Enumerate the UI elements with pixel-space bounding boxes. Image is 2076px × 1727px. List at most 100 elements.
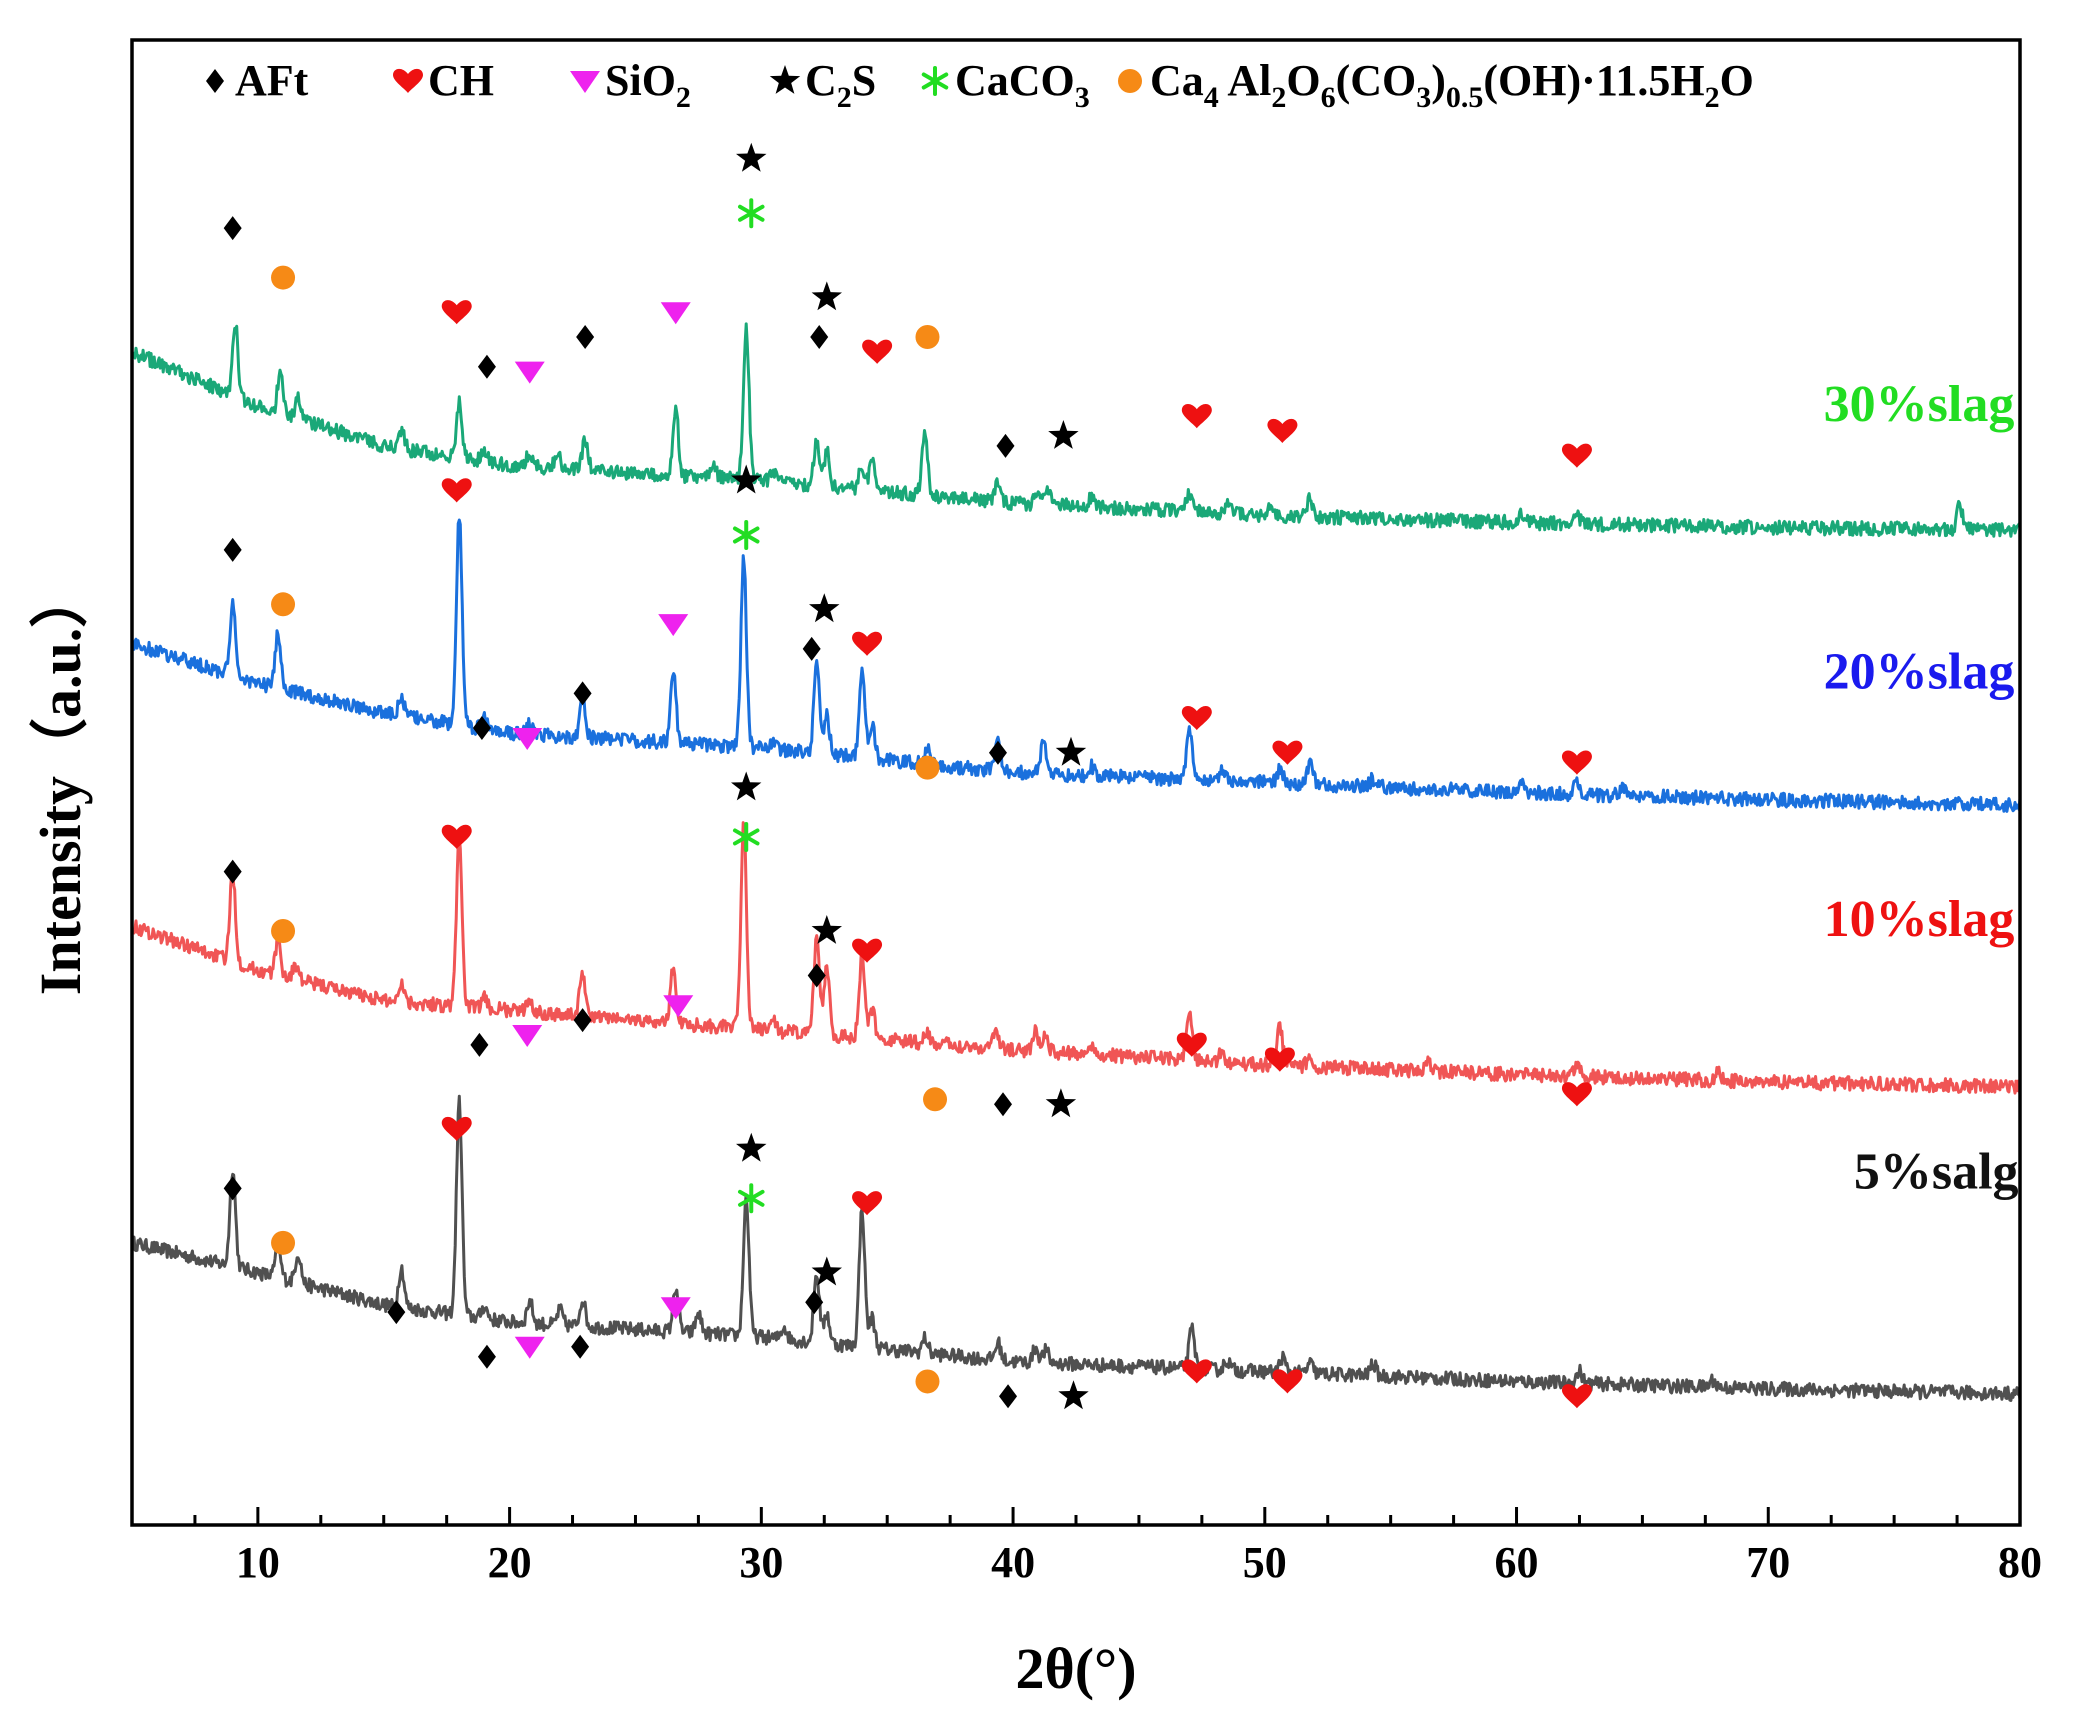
star-marker	[731, 464, 762, 494]
asterisk-marker	[738, 1183, 765, 1214]
asterisk-marker	[732, 520, 760, 550]
x-tick-label: 50	[1243, 1538, 1287, 1587]
diamond-marker	[810, 325, 829, 349]
heart-marker	[441, 1116, 472, 1141]
series-label: 20%slag	[1824, 643, 2015, 700]
x-tick-label: 40	[991, 1538, 1035, 1587]
x-tick-label: 20	[488, 1538, 532, 1587]
diamond-marker	[993, 1092, 1012, 1117]
heart-marker	[852, 938, 883, 963]
circle-marker	[271, 1230, 296, 1255]
heart-marker	[1181, 705, 1212, 731]
heart-marker	[1181, 1359, 1212, 1384]
x-tick-label: 70	[1746, 1538, 1790, 1587]
diamond-marker	[223, 537, 242, 562]
heart-marker	[1561, 1082, 1592, 1107]
asterisk-marker	[732, 821, 760, 852]
circle-marker	[271, 592, 296, 617]
heart-marker	[441, 300, 472, 325]
series-line-30pct-slag	[130, 322, 2022, 538]
heart-marker	[862, 339, 893, 364]
diamond-marker	[573, 681, 592, 706]
diamond-marker	[805, 1290, 824, 1315]
series-layer	[130, 322, 2022, 1402]
plot-frame	[130, 38, 2022, 1527]
legend: AFt CH SiO2 C2S CaCO3 Ca4 Al2O6(CO3)0.5(OH)·1…	[206, 56, 1754, 114]
circle-marker	[915, 755, 940, 780]
star-marker	[1048, 420, 1079, 449]
legend-item-Ca4: Ca4 Al2O6(CO3)0.5(OH)·11.5H2O	[1118, 56, 1754, 114]
x-tick-label: 80	[1998, 1538, 2042, 1587]
heart-marker	[1272, 1369, 1303, 1394]
heart-marker	[852, 631, 883, 656]
heart-marker	[1561, 443, 1592, 468]
circle-marker	[915, 1369, 940, 1394]
triangle-down-marker	[660, 302, 691, 325]
star-marker	[811, 1256, 842, 1286]
diamond-marker	[472, 716, 491, 741]
star-marker	[811, 281, 842, 311]
heart-marker	[1561, 750, 1592, 775]
legend-label: SiO2	[605, 56, 691, 114]
diamond-marker	[223, 1176, 242, 1201]
heart-marker	[1181, 404, 1212, 429]
legend-asterisk-icon	[921, 66, 949, 96]
legend-triangle-down-icon	[570, 71, 600, 93]
heart-marker	[1561, 1384, 1592, 1409]
triangle-down-marker	[514, 361, 545, 384]
circle-marker	[915, 325, 940, 349]
star-marker	[1055, 736, 1087, 766]
series-label: 10%slag	[1824, 891, 2015, 948]
triangle-down-marker	[658, 614, 689, 637]
heart-marker	[1176, 1032, 1207, 1057]
circle-marker	[923, 1087, 948, 1112]
diamond-marker	[988, 740, 1007, 765]
series-label: 30%slag	[1824, 376, 2015, 433]
legend-diamond-icon	[206, 69, 224, 93]
legend-item-CH: CH	[393, 56, 494, 105]
diamond-marker	[477, 1344, 496, 1369]
legend-circle-icon	[1118, 69, 1142, 93]
diamond-marker	[807, 963, 826, 988]
series-line-10pct-slag	[130, 821, 2022, 1095]
diamond-marker	[802, 636, 821, 661]
legend-item-AFt: AFt	[206, 56, 309, 105]
series-label: 5%salg	[1854, 1143, 2019, 1200]
diamond-marker	[470, 1032, 489, 1057]
y-axis-title: Intensity（a.u.）	[28, 570, 93, 995]
circle-marker	[271, 265, 296, 290]
legend-label: C2S	[805, 56, 876, 114]
heart-marker	[1272, 740, 1303, 765]
star-marker	[731, 771, 762, 801]
legend-label: Ca4 Al2O6(CO3)0.5(OH)·11.5H2O	[1150, 56, 1754, 114]
asterisk-marker	[738, 198, 765, 229]
diamond-marker	[996, 433, 1015, 458]
triangle-down-marker	[512, 727, 543, 750]
legend-star-icon	[769, 65, 801, 94]
legend-item-C2S: C2S	[769, 56, 876, 114]
diamond-marker	[571, 1334, 590, 1359]
triangle-down-marker	[660, 1297, 691, 1320]
series-line-20pct-slag	[130, 518, 2022, 813]
heart-marker	[441, 478, 472, 503]
star-marker	[1045, 1088, 1077, 1118]
triangle-down-marker	[663, 995, 694, 1018]
series-line-5pct-salg	[130, 1094, 2022, 1402]
x-tick-label: 60	[1495, 1538, 1539, 1587]
legend-item-CaCO3: CaCO3	[921, 56, 1090, 114]
legend-label: AFt	[235, 56, 309, 105]
x-axis-title: 2θ(°)	[1015, 1636, 1136, 1701]
circle-marker	[271, 919, 296, 943]
heart-marker	[1264, 1047, 1295, 1072]
star-marker	[736, 1132, 767, 1162]
series-label-layer: 30%slag 20%slag 10%slag 5%salg	[1824, 376, 2019, 1200]
heart-marker	[852, 1191, 883, 1216]
x-axis: 10 20 30 40 50 60 70 80	[130, 1507, 2042, 1587]
star-marker	[811, 915, 842, 944]
legend-label: CaCO3	[955, 56, 1090, 114]
legend-heart-icon	[393, 68, 423, 93]
diamond-marker	[999, 1384, 1018, 1409]
diamond-marker	[573, 1008, 592, 1033]
legend-label: CH	[428, 56, 494, 105]
